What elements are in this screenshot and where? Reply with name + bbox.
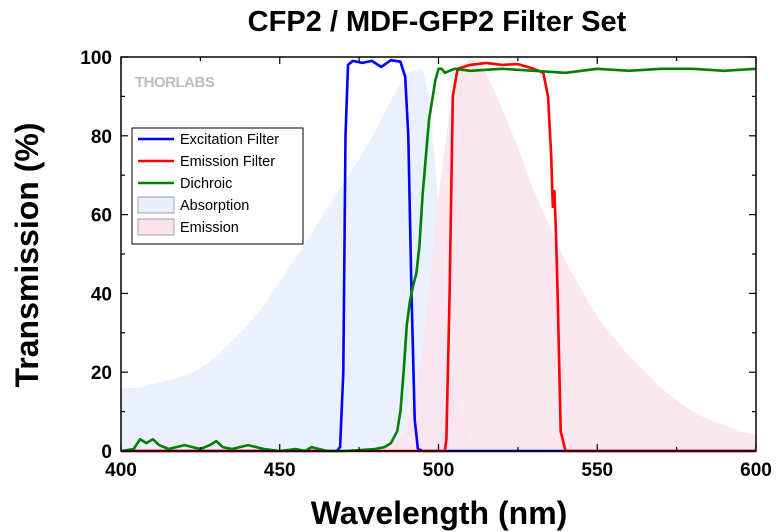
y-tick-label: 20 bbox=[91, 363, 112, 384]
absorption-area bbox=[121, 68, 502, 452]
x-tick-label: 600 bbox=[740, 460, 772, 481]
y-axis-label: Transmission (%) bbox=[9, 123, 45, 388]
legend-label-emission-filter: Emission Filter bbox=[180, 154, 275, 170]
x-tick-label: 500 bbox=[423, 460, 455, 481]
legend-label-dichroic: Dichroic bbox=[180, 176, 232, 192]
legend-label-excitation-filter: Excitation Filter bbox=[180, 132, 279, 148]
y-tick-label: 100 bbox=[80, 48, 112, 69]
thorlabs-watermark: THORLABS bbox=[135, 74, 215, 91]
x-tick-label: 550 bbox=[581, 460, 613, 481]
dichroic-line bbox=[120, 67, 757, 453]
legend-label-absorption: Absorption bbox=[180, 198, 249, 214]
x-axis-label: Wavelength (nm) bbox=[311, 495, 568, 531]
excitation-filter-line bbox=[121, 58, 756, 453]
axis-ticks: 400 450 500 550 600 0 20 40 60 80 100 bbox=[80, 48, 772, 481]
emission-filter-line bbox=[121, 61, 756, 453]
chart-title: CFP2 / MDF-GFP2 Filter Set bbox=[248, 6, 627, 38]
legend-swatch-emission bbox=[137, 218, 175, 236]
y-tick-label: 80 bbox=[91, 127, 112, 148]
y-tick-label: 40 bbox=[91, 284, 112, 305]
legend: Excitation Filter Emission Filter Dichroic… bbox=[131, 127, 304, 245]
x-tick-label: 400 bbox=[105, 460, 137, 481]
y-tick-label: 0 bbox=[101, 442, 112, 463]
plot-lines bbox=[120, 58, 757, 453]
x-tick-label: 450 bbox=[264, 460, 296, 481]
legend-swatch-absorption bbox=[137, 196, 175, 214]
emission-area bbox=[375, 57, 756, 451]
plot-area-fills bbox=[121, 57, 756, 452]
legend-label-emission: Emission bbox=[180, 220, 239, 236]
y-tick-label: 60 bbox=[91, 206, 112, 227]
